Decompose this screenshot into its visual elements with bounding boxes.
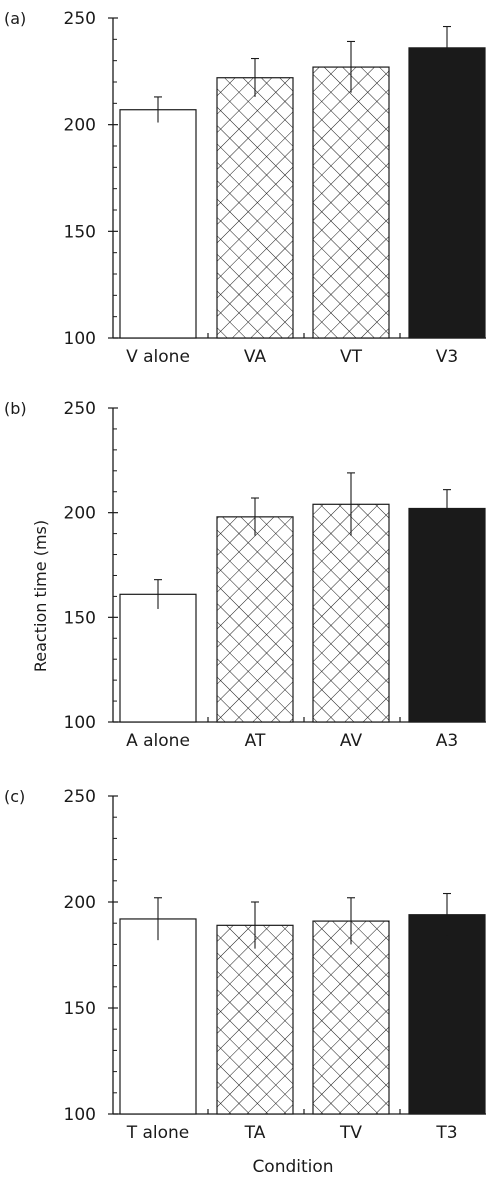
x-tick-label: AT xyxy=(245,731,266,751)
y-tick-label: 250 xyxy=(64,399,96,419)
y-tick-label: 250 xyxy=(64,9,96,29)
x-tick-label: VT xyxy=(340,347,363,367)
x-axis-title: Condition xyxy=(252,1157,333,1177)
y-tick-label: 200 xyxy=(64,116,96,136)
y-tick-label: 100 xyxy=(64,329,96,349)
y-axis-title: Reaction time (ms) xyxy=(31,520,50,672)
bar xyxy=(408,47,486,339)
chart-panel: (b) 100 150 200 250 A alone AT AV A3 xyxy=(4,399,486,751)
y-tick-label: 150 xyxy=(64,608,96,628)
x-tick-label: TA xyxy=(244,1123,266,1143)
chart-panel: (a) 100 150 200 250 V alone VA VT V3 xyxy=(4,9,486,367)
bar xyxy=(408,507,486,723)
x-tick-label: TV xyxy=(339,1123,362,1143)
bar xyxy=(312,503,390,723)
y-tick-label: 200 xyxy=(64,504,96,524)
bar xyxy=(216,924,294,1115)
bar xyxy=(312,920,390,1115)
x-tick-label: A alone xyxy=(126,731,190,751)
x-tick-label: V3 xyxy=(436,347,458,367)
bar xyxy=(119,593,197,723)
y-tick-label: 200 xyxy=(64,893,96,913)
x-tick-label: V alone xyxy=(126,347,190,367)
panels: (a) 100 150 200 250 V alone VA VT V3 (b) 100 150 200… xyxy=(4,9,486,1143)
panel-label: (c) xyxy=(4,787,25,806)
chart-panel: (c) 100 150 200 250 T alone TA TV T3 xyxy=(4,787,486,1143)
y-tick-label: 150 xyxy=(64,222,96,242)
y-tick-label: 100 xyxy=(64,713,96,733)
y-tick-label: 250 xyxy=(64,787,96,807)
x-tick-label: VA xyxy=(244,347,267,367)
panel-label: (b) xyxy=(4,399,27,418)
bar xyxy=(216,516,294,723)
x-tick-label: T alone xyxy=(126,1123,190,1143)
bar xyxy=(216,77,294,339)
bar xyxy=(119,918,197,1115)
bar xyxy=(408,914,486,1115)
bar xyxy=(119,109,197,339)
y-tick-label: 100 xyxy=(64,1105,96,1125)
y-tick-label: 150 xyxy=(64,999,96,1019)
x-tick-label: T3 xyxy=(435,1123,457,1143)
x-tick-label: A3 xyxy=(436,731,458,751)
x-tick-label: AV xyxy=(340,731,363,751)
panel-label: (a) xyxy=(4,9,26,28)
bar xyxy=(312,66,390,339)
